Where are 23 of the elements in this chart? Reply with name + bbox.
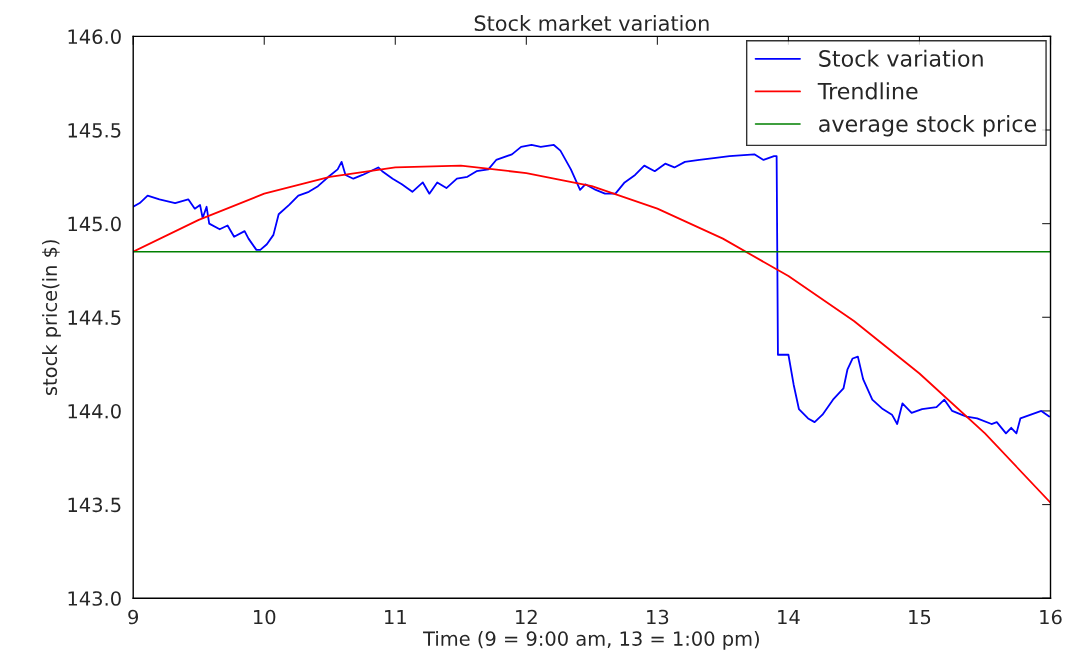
x-tick-label: 16	[1040, 609, 1062, 625]
line-series	[133, 164, 1051, 504]
y-tick-label: 143.0	[68, 591, 121, 606]
x-tick-label: 15	[909, 609, 931, 625]
y-axis-title: stock price(in $)	[42, 240, 61, 396]
x-axis-title: Time (9 = 9:00 am, 13 = 1:00 pm)	[423, 630, 759, 650]
x-tick-label: 12	[516, 609, 537, 625]
y-tick-label: 145.0	[68, 216, 121, 232]
y-tick-label: 145.5	[68, 123, 121, 138]
y-tick-label: 143.5	[68, 497, 121, 513]
x-tick-label: 14	[778, 609, 800, 625]
y-tick-label: 146.0	[68, 29, 121, 45]
legend-label: average stock price	[819, 114, 1036, 137]
x-tick-label: 11	[385, 609, 406, 625]
chart-title: Stock market variation	[474, 14, 709, 32]
line-series	[133, 144, 1051, 435]
y-tick-label: 144.0	[68, 403, 121, 419]
legend-label: Stock variation	[819, 49, 983, 67]
legend-label: Trendline	[817, 82, 918, 100]
x-tick-label: 9	[128, 609, 139, 625]
x-tick-label: 13	[647, 609, 669, 625]
y-tick-label: 144.5	[68, 310, 121, 325]
x-tick-label: 10	[254, 609, 276, 625]
